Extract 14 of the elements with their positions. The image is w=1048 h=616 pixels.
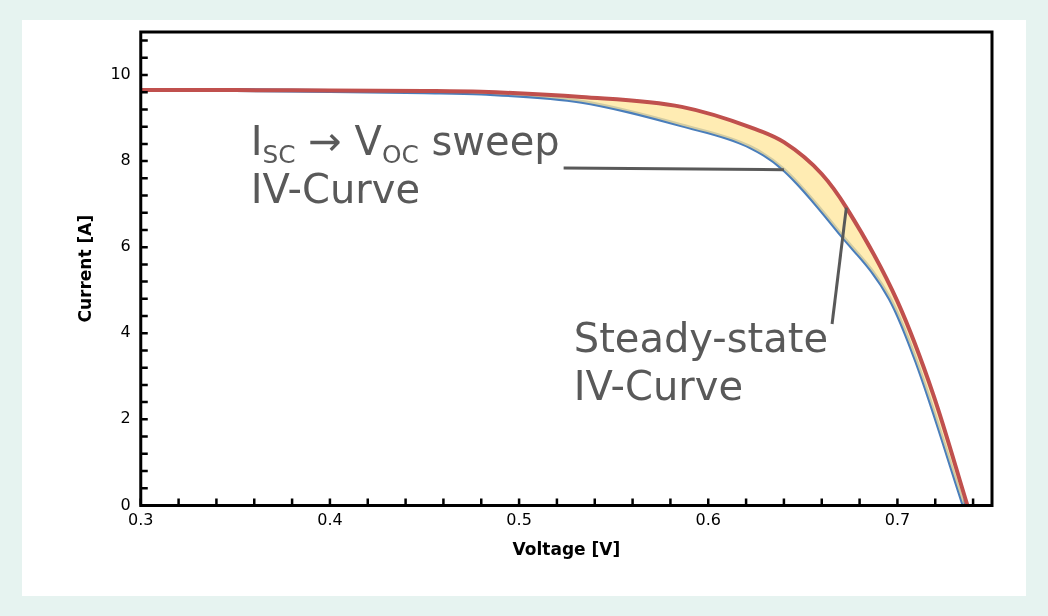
y-tick-label: 4 — [120, 322, 131, 342]
y-tick-label: 2 — [120, 408, 131, 428]
x-tick-label: 0.6 — [695, 510, 721, 530]
y-tick-label: 10 — [110, 64, 131, 84]
x-axis-title: Voltage [V] — [512, 539, 621, 560]
x-tick-label: 0.3 — [128, 510, 154, 530]
x-tick-label: 0.7 — [884, 510, 911, 530]
x-tick-label: 0.4 — [317, 510, 343, 530]
y-axis-title: Current [A] — [74, 214, 95, 323]
annotation: Steady-state IV-Curve — [573, 315, 829, 409]
y-tick-label: 6 — [120, 236, 131, 256]
y-tick-label: 0 — [120, 494, 131, 514]
y-tick-label: 8 — [120, 150, 131, 170]
x-tick-label: 0.5 — [506, 510, 532, 530]
